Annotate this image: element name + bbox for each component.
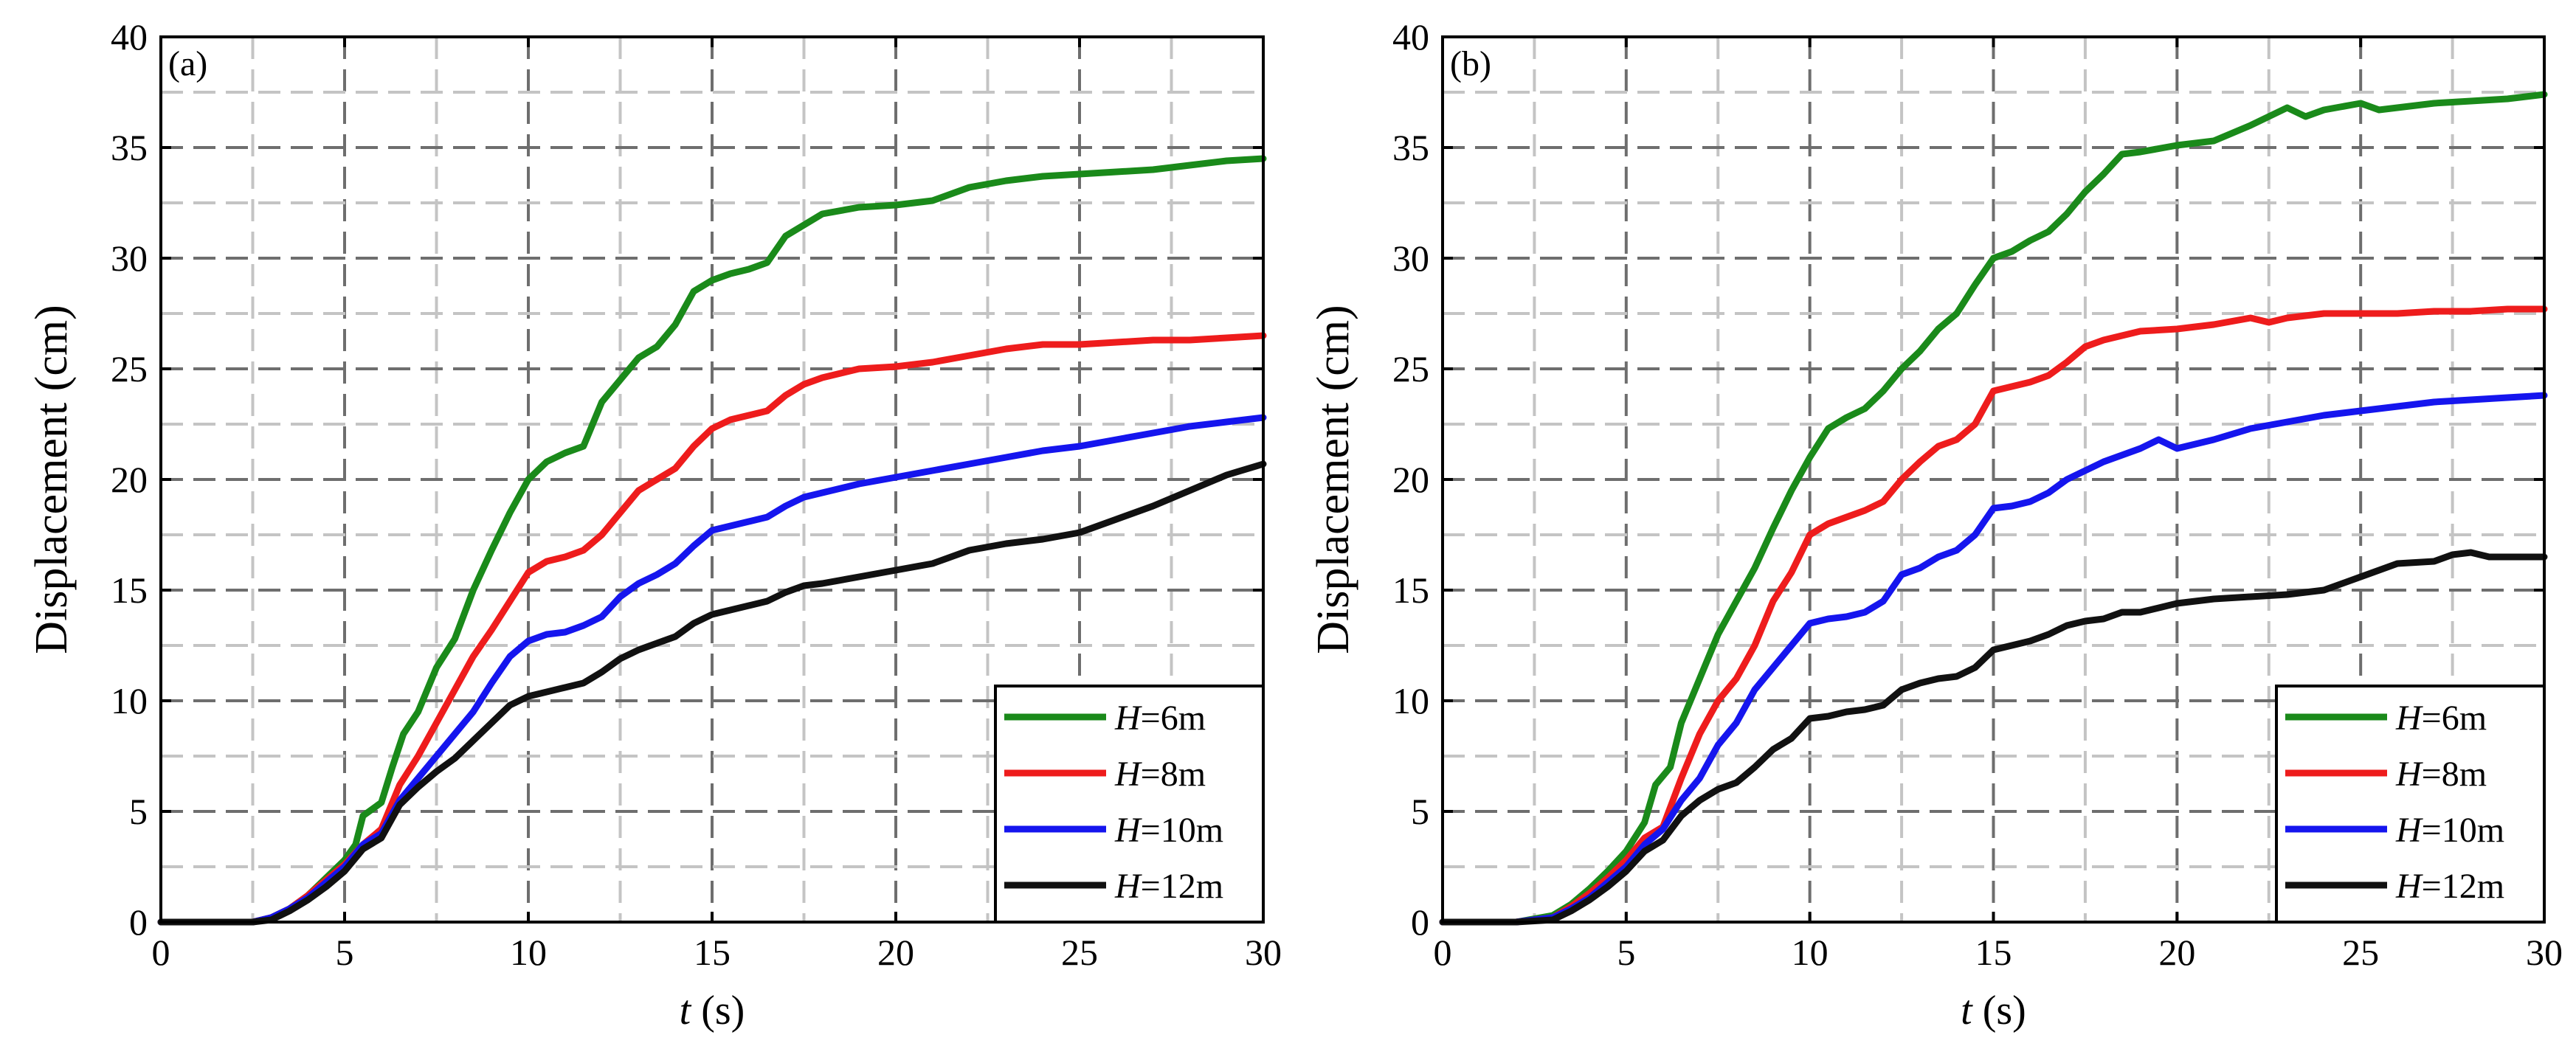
y-axis-label: Displacement (cm) <box>1308 305 1358 654</box>
y-tick-label: 30 <box>1392 238 1429 279</box>
x-tick-label: 0 <box>152 932 170 973</box>
chart-panel-b: 0 5 10 15 20 25 30 0 5 10 15 20 25 30 35 40 (b) t (s) Disp… <box>1308 16 2563 1033</box>
series-line-6m <box>1439 91 2548 926</box>
series-line-10m <box>1439 392 2548 926</box>
x-axis-label-unit: (s) <box>691 988 745 1033</box>
y-tick-label: 5 <box>129 791 148 832</box>
x-tick-label: 15 <box>694 932 731 973</box>
legend-entry-variable: H <box>2395 699 2423 738</box>
x-tick-label: 20 <box>2158 932 2195 973</box>
series-line-12m <box>1439 549 2548 926</box>
series-line-8m <box>1439 305 2548 926</box>
legend-entry-value: =8m <box>2422 755 2487 794</box>
y-tick-label: 35 <box>1392 127 1429 168</box>
legend-entry: H=12m <box>2395 867 2504 906</box>
y-tick-label: 40 <box>1392 16 1429 58</box>
y-tick-label: 35 <box>111 127 148 168</box>
x-tick-label: 15 <box>1975 932 2012 973</box>
y-tick-label: 10 <box>1392 680 1429 721</box>
legend-entry-value: =12m <box>1141 867 1223 906</box>
legend-entry: H=6m <box>2395 699 2487 738</box>
x-tick-label: 10 <box>510 932 547 973</box>
x-tick-label: 20 <box>877 932 914 973</box>
series-line-6m <box>157 155 1267 926</box>
series-line-12m <box>157 460 1267 926</box>
x-tick-label: 5 <box>336 932 354 973</box>
legend-entry-value: =10m <box>1141 811 1223 850</box>
panel-label: (a) <box>168 44 207 83</box>
panel-label: (b) <box>1450 44 1491 83</box>
legend-entry: H=6m <box>1114 699 1206 738</box>
legend-entry: H=8m <box>2395 755 2487 794</box>
legend-entry: H=10m <box>2395 811 2504 850</box>
x-tick-label: 30 <box>1245 932 1282 973</box>
y-tick-label: 15 <box>1392 569 1429 611</box>
y-tick-label: 40 <box>111 16 148 58</box>
legend-entry: H=10m <box>1114 811 1223 850</box>
y-tick-label: 5 <box>1411 791 1429 832</box>
chart-panel-a: 0 5 10 15 20 25 30 0 5 10 15 20 25 30 35 40 (a) t (s) Disp… <box>27 16 1282 1033</box>
x-tick-label: 25 <box>2342 932 2379 973</box>
legend-entry-value: =6m <box>2422 699 2487 738</box>
y-tick-label: 0 <box>129 901 148 943</box>
x-axis-label-variable: t <box>680 988 692 1033</box>
x-tick-label: 25 <box>1061 932 1098 973</box>
y-tick-label: 10 <box>111 680 148 721</box>
legend-entry-variable: H <box>2395 755 2423 794</box>
x-axis-label-variable: t <box>1961 988 1973 1033</box>
x-tick-label: 30 <box>2526 932 2563 973</box>
x-axis-label-unit: (s) <box>1972 988 2026 1033</box>
y-tick-label: 25 <box>111 348 148 389</box>
x-tick-label: 0 <box>1434 932 1452 973</box>
x-axis-label: t (s) <box>680 988 745 1033</box>
legend-entry-variable: H <box>2395 811 2423 850</box>
legend-entry-value: =6m <box>1141 699 1206 738</box>
legend-entry-value: =12m <box>2422 867 2504 906</box>
y-tick-label: 30 <box>111 238 148 279</box>
x-axis-label: t (s) <box>1961 988 2026 1033</box>
legend-entry-variable: H <box>1114 755 1142 794</box>
legend-entry: H=8m <box>1114 755 1206 794</box>
legend-entry-variable: H <box>1114 699 1142 738</box>
series-line-10m <box>157 414 1267 926</box>
legend-entry-value: =10m <box>2422 811 2504 850</box>
y-tick-label: 25 <box>1392 348 1429 389</box>
legend-entry: H=12m <box>1114 867 1223 906</box>
legend-entry-variable: H <box>1114 811 1142 850</box>
y-tick-label: 0 <box>1411 901 1429 943</box>
legend-entry-variable: H <box>2395 867 2423 906</box>
y-tick-label: 20 <box>1392 459 1429 500</box>
x-tick-label: 10 <box>1792 932 1829 973</box>
y-tick-label: 20 <box>111 459 148 500</box>
x-tick-label: 5 <box>1617 932 1635 973</box>
y-tick-label: 15 <box>111 569 148 611</box>
legend-entry-value: =8m <box>1141 755 1206 794</box>
legend-entry-variable: H <box>1114 867 1142 906</box>
y-axis-label: Displacement (cm) <box>27 305 77 654</box>
